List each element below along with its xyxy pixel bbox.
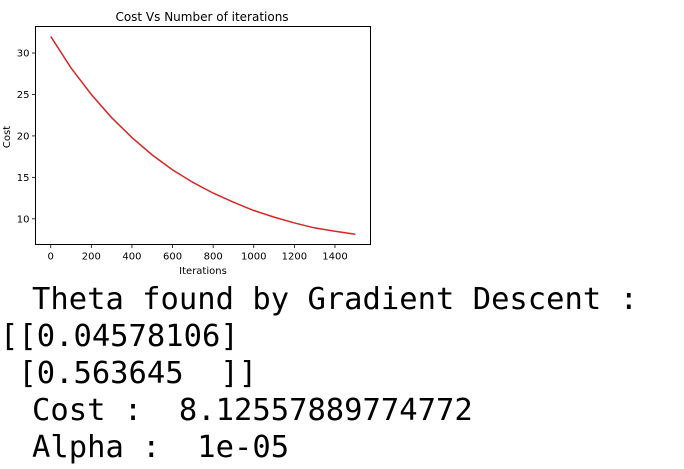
- x-tick-label: 800: [204, 252, 223, 263]
- y-tick-label: 30: [17, 49, 30, 60]
- cost-readout: Cost : 8.12557889774772: [32, 393, 473, 428]
- x-tick-label: 200: [82, 252, 101, 263]
- plot-area: [35, 26, 371, 245]
- x-tick-label: 1000: [241, 252, 266, 263]
- cost-series-line: [50, 36, 356, 236]
- x-tick-label: 1200: [282, 252, 307, 263]
- theta-row-1: [[0.04578106]: [0, 319, 239, 354]
- x-tick-label: 1400: [322, 252, 347, 263]
- x-tick-label: 400: [122, 252, 141, 263]
- alpha-readout: Alpha : 1e-05: [32, 430, 290, 465]
- theta-row-2: [0.563645 ]]: [0, 356, 258, 391]
- theta-heading: Theta found by Gradient Descent :: [32, 282, 638, 317]
- x-axis-label: Iterations: [179, 266, 227, 277]
- y-axis: 10 15 20 25 30: [17, 49, 36, 225]
- console-output: Theta found by Gradient Descent : [[0.04…: [0, 280, 684, 469]
- chart-title: Cost Vs Number of iterations: [115, 10, 288, 24]
- x-tick-label: 0: [48, 252, 54, 263]
- y-axis-label: Cost: [2, 126, 13, 148]
- x-axis: 0 200 400 600 800 1000 1200 1400: [48, 244, 348, 263]
- y-tick-label: 20: [17, 131, 30, 142]
- y-tick-label: 10: [17, 214, 30, 225]
- y-tick-label: 15: [17, 173, 30, 184]
- cost-chart: Cost Vs Number of iterations 0 200 400 600 8…: [2, 10, 371, 277]
- x-tick-label: 600: [163, 252, 182, 263]
- y-tick-label: 25: [17, 90, 30, 101]
